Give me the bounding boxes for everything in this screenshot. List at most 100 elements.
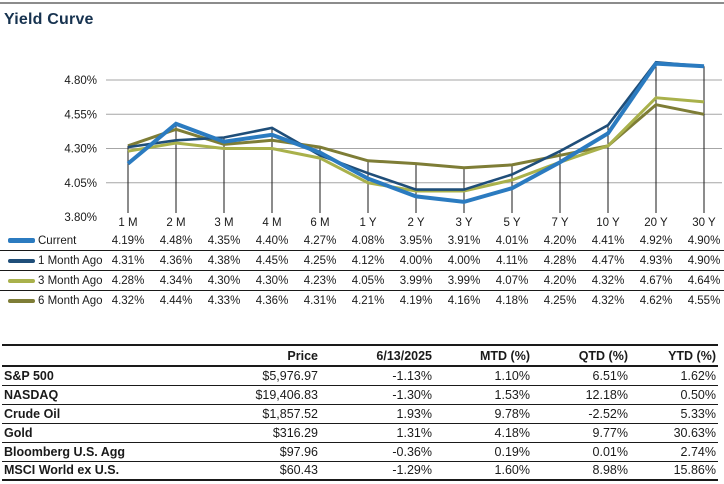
page-title: Yield Curve xyxy=(4,11,94,28)
series-line-1-month-ago xyxy=(127,60,705,191)
legend-value: 4.93% xyxy=(639,255,673,267)
table-cell: -1.13% xyxy=(320,366,434,386)
legend-value: 4.28% xyxy=(543,255,577,267)
legend-value: 4.38% xyxy=(207,255,241,267)
legend-swatch-1-month-ago xyxy=(8,259,35,263)
legend-value: 4.90% xyxy=(687,235,721,247)
chart-legend-table: Current 4.19% 4.48% 4.35% 4.40% 4.27% 4.08% 3.9… xyxy=(0,231,724,311)
row-label: S&P 500 xyxy=(2,366,205,386)
legend-value: 4.18% xyxy=(495,295,529,307)
table-row: Gold $316.29 1.31% 4.18% 9.77% 30.63% xyxy=(2,423,718,443)
x-axis-tick-label: 1 Y xyxy=(359,217,376,229)
legend-value: 4.92% xyxy=(639,235,673,247)
legend-row-current: Current 4.19% 4.48% 4.35% 4.40% 4.27% 4.08% 3.9… xyxy=(0,231,724,251)
table-cell: 8.98% xyxy=(532,461,630,481)
table-cell: 6.51% xyxy=(532,366,630,386)
legend-value: 4.67% xyxy=(639,275,673,287)
legend-value: 4.31% xyxy=(111,255,145,267)
legend-value: 3.95% xyxy=(399,235,433,247)
x-axis-tick-label: 20 Y xyxy=(644,217,668,229)
market-index-table: Price 6/13/2025 MTD (%) QTD (%) YTD (%) S&P 5… xyxy=(2,344,718,481)
table-cell: -1.29% xyxy=(320,461,434,481)
table-cell: 5.33% xyxy=(630,404,718,424)
legend-value: 4.44% xyxy=(159,295,193,307)
legend-value: 4.08% xyxy=(351,235,385,247)
table-row: MSCI World ex U.S. $60.43 -1.29% 1.60% 8.98%… xyxy=(2,461,718,481)
legend-value: 4.33% xyxy=(207,295,241,307)
legend-value: 4.01% xyxy=(495,235,529,247)
yield-curve-chart: 4.80% 4.55% 4.30% 4.05% 3.80% 1 M 2 M 3 M 4 M 6 M… xyxy=(64,60,722,229)
row-label: MSCI World ex U.S. xyxy=(2,461,205,481)
legend-value: 4.16% xyxy=(447,295,481,307)
legend-value: 4.20% xyxy=(543,235,577,247)
legend-value: 4.41% xyxy=(591,235,625,247)
legend-value: 4.27% xyxy=(303,235,337,247)
legend-value: 3.99% xyxy=(447,275,481,287)
table-cell: 1.10% xyxy=(434,366,532,386)
legend-value: 4.20% xyxy=(543,275,577,287)
legend-value: 3.99% xyxy=(399,275,433,287)
legend-value: 4.23% xyxy=(303,275,337,287)
y-axis-tick-label: 4.05% xyxy=(64,178,97,190)
legend-value: 4.32% xyxy=(591,275,625,287)
legend-value: 4.28% xyxy=(111,275,145,287)
legend-value: 4.05% xyxy=(351,275,385,287)
column-header: YTD (%) xyxy=(630,344,718,367)
legend-label: 1 Month Ago xyxy=(38,255,103,267)
legend-label: 3 Month Ago xyxy=(38,275,103,287)
legend-value: 4.00% xyxy=(399,255,433,267)
legend-swatch-current xyxy=(8,238,35,243)
column-header: Price xyxy=(205,344,320,367)
table-cell: 30.63% xyxy=(630,423,718,443)
column-header: 6/13/2025 xyxy=(320,344,434,367)
legend-value: 4.30% xyxy=(255,275,289,287)
table-cell: 9.78% xyxy=(434,404,532,424)
legend-row-3-month-ago: 3 Month Ago 4.28% 4.34% 4.30% 4.30% 4.23% 4.05… xyxy=(0,271,724,291)
table-cell: $60.43 xyxy=(205,461,320,481)
legend-value: 4.90% xyxy=(687,255,721,267)
table-cell: 0.01% xyxy=(532,442,630,462)
row-label: Gold xyxy=(2,423,205,443)
legend-value: 4.00% xyxy=(447,255,481,267)
legend-value: 4.36% xyxy=(255,295,289,307)
legend-value: 4.32% xyxy=(591,295,625,307)
legend-value: 4.31% xyxy=(303,295,337,307)
x-axis-tick-label: 3 M xyxy=(214,217,233,229)
legend-value: 4.45% xyxy=(255,255,289,267)
x-axis-tick-label: 1 M xyxy=(118,217,137,229)
legend-swatch-3-month-ago xyxy=(8,279,35,283)
legend-value: 4.21% xyxy=(351,295,385,307)
series-line-current xyxy=(126,61,705,204)
legend-value: 4.07% xyxy=(495,275,529,287)
column-header: MTD (%) xyxy=(434,344,532,367)
table-cell: 0.50% xyxy=(630,385,718,405)
legend-value: 4.64% xyxy=(687,275,721,287)
legend-row-1-month-ago: 1 Month Ago 4.31% 4.36% 4.38% 4.45% 4.25% 4.12… xyxy=(0,251,724,271)
x-axis-tick-label: 2 Y xyxy=(407,217,424,229)
x-axis-tick-label: 30 Y xyxy=(692,217,716,229)
legend-label: Current xyxy=(38,235,77,247)
table-row: S&P 500 $5,976.97 -1.13% 1.10% 6.51% 1.62% xyxy=(2,366,718,386)
x-axis-tick-label: 2 M xyxy=(166,217,185,229)
y-axis-tick-label: 4.30% xyxy=(64,144,97,156)
table-cell: $5,976.97 xyxy=(205,366,320,386)
series-line-3-month-ago xyxy=(127,96,705,193)
legend-value: 4.40% xyxy=(255,235,289,247)
x-axis-tick-label: 3 Y xyxy=(455,217,472,229)
table-cell: 1.62% xyxy=(630,366,718,386)
table-cell: 1.31% xyxy=(320,423,434,443)
table-cell: 9.77% xyxy=(532,423,630,443)
legend-value: 4.32% xyxy=(111,295,145,307)
legend-value: 4.55% xyxy=(687,295,721,307)
legend-value: 4.25% xyxy=(543,295,577,307)
table-cell: 0.19% xyxy=(434,442,532,462)
table-cell: $316.29 xyxy=(205,423,320,443)
x-axis-tick-label: 7 Y xyxy=(551,217,568,229)
legend-value: 4.25% xyxy=(303,255,337,267)
table-cell: 2.74% xyxy=(630,442,718,462)
x-axis-tick-label: 5 Y xyxy=(503,217,520,229)
legend-value: 4.30% xyxy=(207,275,241,287)
table-row: Crude Oil $1,857.52 1.93% 9.78% -2.52% 5.33% xyxy=(2,404,718,424)
table-cell: -2.52% xyxy=(532,404,630,424)
legend-label: 6 Month Ago xyxy=(38,295,103,307)
